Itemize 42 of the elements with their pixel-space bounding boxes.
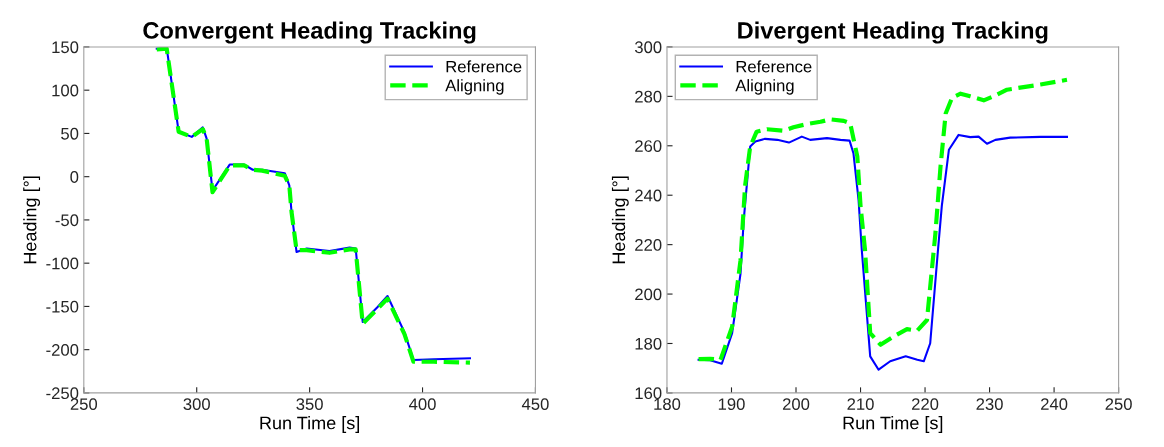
y-tick-label: 240 [635, 189, 662, 202]
x-axis-title: Run Time [s] [260, 416, 360, 433]
x-tick-label: 400 [409, 398, 436, 411]
y-tick-label: 160 [635, 387, 662, 400]
chart-title: Convergent Heading Tracking [143, 21, 476, 44]
y-tick-label: -50 [55, 214, 79, 227]
legend-label: Aligning [735, 79, 794, 95]
x-tick-label: 200 [782, 398, 810, 411]
x-axis-title: Run Time [s] [843, 416, 943, 433]
y-tick-label: 180 [635, 337, 662, 350]
y-axis-title: Heading [°] [611, 176, 629, 264]
x-tick-label: 210 [847, 398, 874, 411]
y-tick-label: 100 [52, 84, 79, 97]
y-tick-label: -150 [46, 300, 79, 313]
y-tick-label: 50 [61, 127, 79, 140]
y-tick-label: 0 [70, 171, 79, 183]
x-tick-label: 220 [911, 398, 939, 411]
y-tick-label: -100 [46, 257, 79, 270]
x-tick-label: 300 [183, 398, 210, 411]
y-tick-label: 300 [634, 41, 662, 54]
legend-label: Aligning [445, 79, 504, 95]
x-tick-label: 350 [296, 398, 323, 411]
y-tick-label: 280 [635, 90, 662, 103]
x-tick-label: 450 [521, 398, 549, 411]
y-tick-label: -200 [46, 344, 79, 356]
legend-label: Reference [736, 60, 812, 73]
y-tick-label: 220 [635, 239, 662, 251]
x-tick-label: 240 [1041, 398, 1068, 411]
chart-title: Divergent Heading Tracking [738, 21, 1048, 44]
y-tick-label: 200 [635, 288, 662, 301]
x-tick-label: 190 [718, 398, 745, 411]
legend-label: Reference [446, 60, 522, 73]
x-tick-label: 230 [976, 398, 1003, 411]
y-axis-title: Heading [°] [23, 176, 41, 264]
y-tick-label: -250 [46, 387, 79, 400]
y-tick-label: 150 [52, 41, 79, 54]
x-tick-label: 250 [70, 398, 98, 411]
line-series [697, 133, 1069, 371]
y-tick-label: 260 [635, 140, 662, 152]
x-tick-label: 180 [654, 398, 681, 411]
x-tick-label: 250 [1105, 398, 1132, 411]
line-series [696, 77, 1070, 362]
